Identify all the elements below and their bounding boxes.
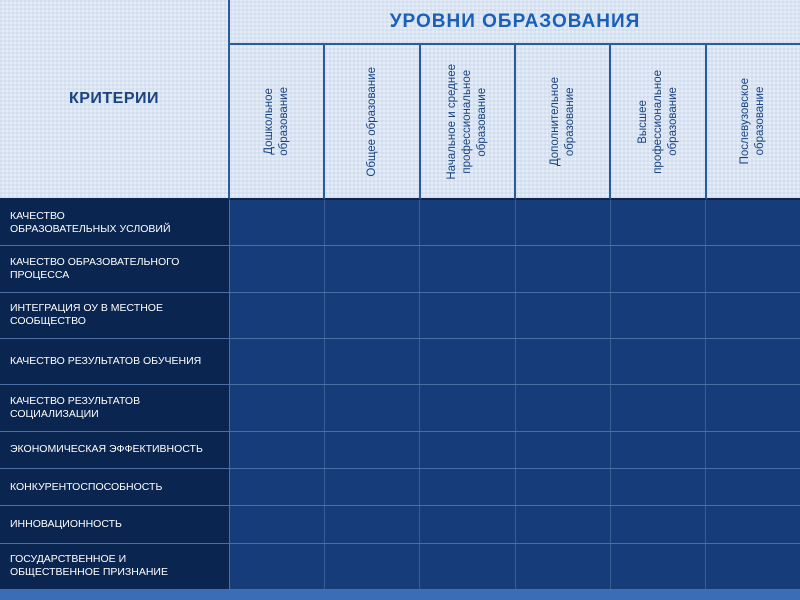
table-cell — [706, 385, 800, 430]
level-column-header: Общее образование — [325, 45, 420, 200]
table-cell — [420, 200, 515, 245]
table-row: ГОСУДАРСТВЕННОЕ И ОБЩЕСТВЕННОЕ ПРИЗНАНИЕ — [0, 544, 800, 590]
table-row: КАЧЕСТВО ОБРАЗОВАТЕЛЬНОГО ПРОЦЕССА — [0, 246, 800, 292]
table-cell — [516, 469, 611, 505]
table-cell — [516, 200, 611, 245]
level-column-label: Высшее профессиональное образование — [636, 70, 681, 174]
table-cell — [325, 506, 420, 542]
table-row: КАЧЕСТВО РЕЗУЛЬТАТОВ СОЦИАЛИЗАЦИИ — [0, 385, 800, 431]
table-row: КОНКУРЕНТОСПОСОБНОСТЬ — [0, 469, 800, 506]
table-cell — [325, 293, 420, 338]
table-row: КАЧЕСТВО РЕЗУЛЬТАТОВ ОБУЧЕНИЯ — [0, 339, 800, 385]
table-cell — [325, 339, 420, 384]
table-cell — [230, 506, 325, 542]
table-cell — [611, 506, 706, 542]
table-cell — [230, 246, 325, 291]
table-body: КАЧЕСТВО ОБРАЗОВАТЕЛЬНЫХ УСЛОВИЙКАЧЕСТВО… — [0, 200, 800, 590]
table-cell — [611, 246, 706, 291]
table-cell — [420, 469, 515, 505]
table-header: КРИТЕРИИ УРОВНИ ОБРАЗОВАНИЯ Дошкольное о… — [0, 0, 800, 200]
table-cell — [325, 200, 420, 245]
table-cell — [420, 339, 515, 384]
table-cell — [230, 339, 325, 384]
criteria-header-text: КРИТЕРИИ — [69, 90, 159, 108]
table-cell — [230, 293, 325, 338]
education-matrix-table: КРИТЕРИИ УРОВНИ ОБРАЗОВАНИЯ Дошкольное о… — [0, 0, 800, 600]
table-cell — [420, 293, 515, 338]
table-cell — [706, 339, 800, 384]
table-cell — [325, 544, 420, 589]
table-cell — [325, 385, 420, 430]
row-label: КАЧЕСТВО РЕЗУЛЬТАТОВ СОЦИАЛИЗАЦИИ — [0, 385, 230, 430]
table-cell — [516, 339, 611, 384]
table-cell — [516, 544, 611, 589]
levels-section: УРОВНИ ОБРАЗОВАНИЯ Дошкольное образовани… — [230, 0, 800, 200]
level-column-label: Дошкольное образование — [262, 87, 292, 156]
table-cell — [706, 200, 800, 245]
level-column-header: Послевузовское образование — [707, 45, 800, 200]
table-cell — [706, 506, 800, 542]
row-label: КАЧЕСТВО РЕЗУЛЬТАТОВ ОБУЧЕНИЯ — [0, 339, 230, 384]
table-cell — [420, 544, 515, 589]
table-cell — [611, 469, 706, 505]
level-column-label: Дополнительное образование — [548, 77, 578, 166]
level-column-header: Дополнительное образование — [516, 45, 611, 200]
table-cell — [611, 385, 706, 430]
table-cell — [516, 246, 611, 291]
level-column-label: Послевузовское образование — [738, 78, 768, 164]
level-column-label: Общее образование — [365, 67, 380, 177]
table-row: ИННОВАЦИОННОСТЬ — [0, 506, 800, 543]
table-cell — [230, 544, 325, 589]
table-cell — [420, 385, 515, 430]
table-cell — [611, 544, 706, 589]
row-label: ИННОВАЦИОННОСТЬ — [0, 506, 230, 542]
table-cell — [420, 246, 515, 291]
table-cell — [706, 432, 800, 468]
table-cell — [230, 469, 325, 505]
table-cell — [420, 506, 515, 542]
table-cell — [516, 385, 611, 430]
level-column-header: Начальное и среднее профессиональное обр… — [421, 45, 516, 200]
table-cell — [230, 385, 325, 430]
table-cell — [611, 432, 706, 468]
row-label: КОНКУРЕНТОСПОСОБНОСТЬ — [0, 469, 230, 505]
table-row: ЭКОНОМИЧЕСКАЯ ЭФФЕКТИВНОСТЬ — [0, 432, 800, 469]
table-cell — [230, 200, 325, 245]
row-label: ИНТЕГРАЦИЯ ОУ В МЕСТНОЕ СООБЩЕСТВО — [0, 293, 230, 338]
row-label: ГОСУДАРСТВЕННОЕ И ОБЩЕСТВЕННОЕ ПРИЗНАНИЕ — [0, 544, 230, 589]
table-cell — [420, 432, 515, 468]
level-column-header: Высшее профессиональное образование — [611, 45, 706, 200]
table-cell — [325, 469, 420, 505]
levels-title: УРОВНИ ОБРАЗОВАНИЯ — [230, 0, 800, 45]
table-cell — [611, 293, 706, 338]
criteria-header: КРИТЕРИИ — [0, 0, 230, 200]
levels-columns: Дошкольное образование Общее образование Н… — [230, 45, 800, 200]
table-cell — [516, 432, 611, 468]
table-cell — [706, 544, 800, 589]
table-cell — [325, 432, 420, 468]
table-cell — [706, 293, 800, 338]
table-cell — [611, 339, 706, 384]
table-cell — [706, 469, 800, 505]
table-cell — [230, 432, 325, 468]
row-label: КАЧЕСТВО ОБРАЗОВАТЕЛЬНЫХ УСЛОВИЙ — [0, 200, 230, 245]
row-label: ЭКОНОМИЧЕСКАЯ ЭФФЕКТИВНОСТЬ — [0, 432, 230, 468]
table-cell — [516, 293, 611, 338]
table-cell — [611, 200, 706, 245]
table-cell — [516, 506, 611, 542]
level-column-label: Начальное и среднее профессиональное обр… — [445, 64, 490, 180]
table-row: ИНТЕГРАЦИЯ ОУ В МЕСТНОЕ СООБЩЕСТВО — [0, 293, 800, 339]
row-label: КАЧЕСТВО ОБРАЗОВАТЕЛЬНОГО ПРОЦЕССА — [0, 246, 230, 291]
table-row: КАЧЕСТВО ОБРАЗОВАТЕЛЬНЫХ УСЛОВИЙ — [0, 200, 800, 246]
level-column-header: Дошкольное образование — [230, 45, 325, 200]
table-footer-strip — [0, 590, 800, 600]
table-cell — [325, 246, 420, 291]
table-cell — [706, 246, 800, 291]
levels-title-text: УРОВНИ ОБРАЗОВАНИЯ — [390, 11, 641, 33]
